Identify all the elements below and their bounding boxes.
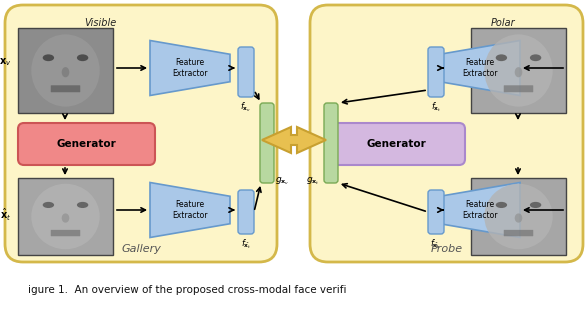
Ellipse shape bbox=[62, 67, 69, 77]
FancyBboxPatch shape bbox=[504, 230, 533, 236]
Ellipse shape bbox=[62, 213, 69, 223]
Text: $\mathbf{x}_v$: $\mathbf{x}_v$ bbox=[0, 56, 11, 68]
Text: $\mathbf{x}_t$: $\mathbf{x}_t$ bbox=[587, 56, 588, 68]
FancyBboxPatch shape bbox=[324, 103, 338, 183]
Ellipse shape bbox=[43, 54, 54, 61]
Polygon shape bbox=[150, 182, 230, 237]
Ellipse shape bbox=[514, 67, 522, 77]
Bar bbox=[18, 28, 113, 113]
Text: Gallery: Gallery bbox=[121, 244, 161, 254]
Text: $g_{\mathbf{x}_t}$: $g_{\mathbf{x}_t}$ bbox=[306, 175, 320, 187]
Text: Visible: Visible bbox=[84, 18, 116, 28]
Ellipse shape bbox=[31, 34, 100, 107]
Text: $\hat{\mathbf{x}}_v$: $\hat{\mathbf{x}}_v$ bbox=[587, 207, 588, 223]
Ellipse shape bbox=[485, 184, 553, 249]
Text: $f_{\hat{\mathbf{x}}_v}$: $f_{\hat{\mathbf{x}}_v}$ bbox=[430, 237, 442, 251]
Text: Feature
Extractor: Feature Extractor bbox=[462, 58, 498, 78]
Text: $f_{\hat{\mathbf{x}}_t}$: $f_{\hat{\mathbf{x}}_t}$ bbox=[240, 237, 251, 251]
Ellipse shape bbox=[77, 202, 88, 208]
FancyBboxPatch shape bbox=[428, 47, 444, 97]
FancyBboxPatch shape bbox=[504, 85, 533, 92]
FancyBboxPatch shape bbox=[428, 190, 444, 234]
Text: $f_{\mathbf{x}_t}$: $f_{\mathbf{x}_t}$ bbox=[431, 100, 441, 114]
FancyBboxPatch shape bbox=[328, 123, 465, 165]
Text: $g_{\mathbf{x}_v}$: $g_{\mathbf{x}_v}$ bbox=[275, 175, 289, 187]
Bar bbox=[471, 28, 566, 113]
Ellipse shape bbox=[485, 34, 553, 107]
Polygon shape bbox=[262, 127, 326, 153]
Text: Generator: Generator bbox=[56, 139, 116, 149]
Polygon shape bbox=[440, 182, 520, 237]
Text: Feature
Extractor: Feature Extractor bbox=[172, 200, 208, 220]
Ellipse shape bbox=[43, 202, 54, 208]
FancyBboxPatch shape bbox=[310, 5, 583, 262]
Polygon shape bbox=[440, 41, 520, 95]
FancyBboxPatch shape bbox=[51, 230, 80, 236]
Text: $\hat{\mathbf{x}}_t$: $\hat{\mathbf{x}}_t$ bbox=[0, 207, 11, 223]
Bar bbox=[18, 178, 113, 255]
Ellipse shape bbox=[496, 54, 507, 61]
Text: igure 1.  An overview of the proposed cross-modal face verifi: igure 1. An overview of the proposed cro… bbox=[28, 285, 346, 295]
Text: Polar: Polar bbox=[491, 18, 515, 28]
Text: $f_{\mathbf{x}_v}$: $f_{\mathbf{x}_v}$ bbox=[240, 100, 252, 114]
Text: Feature
Extractor: Feature Extractor bbox=[462, 200, 498, 220]
Ellipse shape bbox=[496, 202, 507, 208]
Ellipse shape bbox=[530, 202, 542, 208]
FancyBboxPatch shape bbox=[260, 103, 274, 183]
Ellipse shape bbox=[514, 213, 522, 223]
FancyBboxPatch shape bbox=[238, 190, 254, 234]
FancyBboxPatch shape bbox=[5, 5, 277, 262]
Text: Generator: Generator bbox=[366, 139, 426, 149]
FancyBboxPatch shape bbox=[51, 85, 80, 92]
Ellipse shape bbox=[31, 184, 100, 249]
Bar bbox=[471, 178, 566, 255]
Text: Probe: Probe bbox=[430, 244, 463, 254]
Polygon shape bbox=[150, 41, 230, 95]
Ellipse shape bbox=[77, 54, 88, 61]
Text: Feature
Extractor: Feature Extractor bbox=[172, 58, 208, 78]
FancyBboxPatch shape bbox=[238, 47, 254, 97]
FancyBboxPatch shape bbox=[18, 123, 155, 165]
Ellipse shape bbox=[530, 54, 542, 61]
